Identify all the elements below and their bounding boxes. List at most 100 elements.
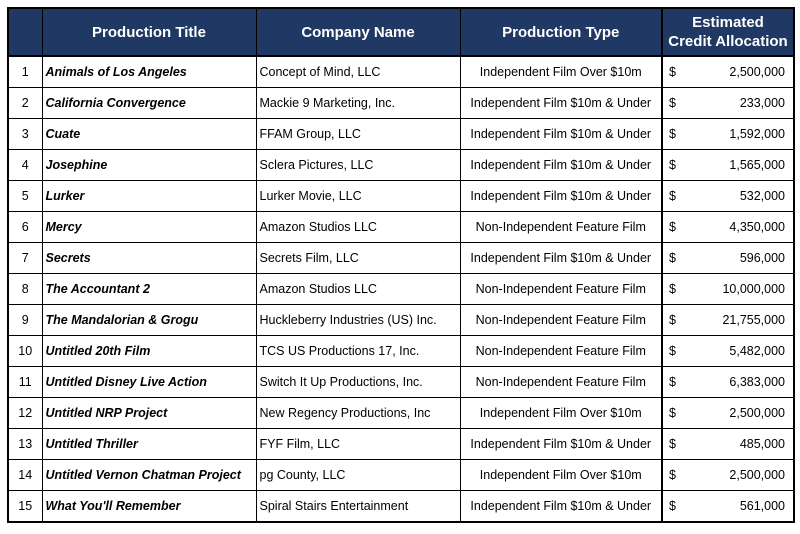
header-production-title: Production Title	[41, 7, 257, 57]
header-credit-line1: Estimated	[692, 14, 764, 31]
table-row: 14 Untitled Vernon Chatman Project pg Co…	[7, 459, 795, 491]
production-title: Mercy	[41, 211, 257, 243]
row-number: 4	[7, 149, 43, 181]
row-number: 8	[7, 273, 43, 305]
table-row: 9 The Mandalorian & Grogu Huckleberry In…	[7, 304, 795, 336]
row-number: 12	[7, 397, 43, 429]
production-title: Lurker	[41, 180, 257, 212]
production-type: Non-Independent Feature Film	[459, 366, 663, 398]
production-type: Non-Independent Feature Film	[459, 304, 663, 336]
credit-allocation: $ 561,000	[661, 490, 795, 523]
company-name: pg County, LLC	[255, 459, 461, 491]
company-name: Spiral Stairs Entertainment	[255, 490, 461, 523]
credit-allocation: $ 596,000	[661, 242, 795, 274]
company-name: Concept of Mind, LLC	[255, 55, 461, 88]
credit-allocation-inner: $ 596,000	[669, 251, 785, 265]
credit-allocation-inner: $ 6,383,000	[669, 375, 785, 389]
production-title: Untitled Vernon Chatman Project	[41, 459, 257, 491]
currency-symbol: $	[669, 406, 676, 420]
production-type: Independent Film $10m & Under	[459, 242, 663, 274]
header-company-name: Company Name	[255, 7, 461, 57]
credit-allocation-inner: $ 2,500,000	[669, 406, 785, 420]
company-name: New Regency Productions, Inc	[255, 397, 461, 429]
currency-symbol: $	[669, 189, 676, 203]
credit-allocation: $ 4,350,000	[661, 211, 795, 243]
credit-allocation-inner: $ 1,592,000	[669, 127, 785, 141]
credit-allocation: $ 21,755,000	[661, 304, 795, 336]
credit-amount: 485,000	[739, 437, 785, 451]
header-estimated-credit: Estimated Credit Allocation	[661, 7, 795, 57]
production-credit-table: Production Title Company Name Production…	[7, 7, 795, 523]
company-name: Lurker Movie, LLC	[255, 180, 461, 212]
company-name: Huckleberry Industries (US) Inc.	[255, 304, 461, 336]
credit-allocation: $ 6,383,000	[661, 366, 795, 398]
row-number: 9	[7, 304, 43, 336]
production-title: California Convergence	[41, 87, 257, 119]
currency-symbol: $	[669, 96, 676, 110]
production-title: Animals of Los Angeles	[41, 55, 257, 88]
production-type: Independent Film $10m & Under	[459, 87, 663, 119]
company-name: FYF Film, LLC	[255, 428, 461, 460]
currency-symbol: $	[669, 251, 676, 265]
credit-allocation-inner: $ 2,500,000	[669, 65, 785, 79]
credit-allocation-inner: $ 21,755,000	[669, 313, 785, 327]
credit-amount: 233,000	[739, 96, 785, 110]
production-type: Independent Film Over $10m	[459, 55, 663, 88]
credit-allocation: $ 2,500,000	[661, 397, 795, 429]
credit-allocation: $ 1,592,000	[661, 118, 795, 150]
row-number: 13	[7, 428, 43, 460]
production-type: Independent Film $10m & Under	[459, 180, 663, 212]
credit-allocation: $ 1,565,000	[661, 149, 795, 181]
credit-allocation-inner: $ 1,565,000	[669, 158, 785, 172]
currency-symbol: $	[669, 282, 676, 296]
company-name: Secrets Film, LLC	[255, 242, 461, 274]
currency-symbol: $	[669, 220, 676, 234]
credit-allocation: $ 485,000	[661, 428, 795, 460]
production-title: The Mandalorian & Grogu	[41, 304, 257, 336]
company-name: Sclera Pictures, LLC	[255, 149, 461, 181]
header-number-cell	[7, 7, 43, 57]
currency-symbol: $	[669, 437, 676, 451]
row-number: 3	[7, 118, 43, 150]
table-row: 6 Mercy Amazon Studios LLC Non-Independe…	[7, 211, 795, 243]
table-row: 2 California Convergence Mackie 9 Market…	[7, 87, 795, 119]
credit-amount: 2,500,000	[729, 406, 785, 420]
header-credit-line2: Credit Allocation	[668, 33, 788, 50]
production-type: Independent Film $10m & Under	[459, 149, 663, 181]
production-title: Untitled 20th Film	[41, 335, 257, 367]
table-row: 3 Cuate FFAM Group, LLC Independent Film…	[7, 118, 795, 150]
company-name: Mackie 9 Marketing, Inc.	[255, 87, 461, 119]
production-title: Untitled Thriller	[41, 428, 257, 460]
credit-allocation-inner: $ 5,482,000	[669, 344, 785, 358]
currency-symbol: $	[669, 499, 676, 513]
currency-symbol: $	[669, 127, 676, 141]
row-number: 14	[7, 459, 43, 491]
production-type: Independent Film $10m & Under	[459, 118, 663, 150]
row-number: 15	[7, 490, 43, 523]
table-row: 12 Untitled NRP Project New Regency Prod…	[7, 397, 795, 429]
row-number: 2	[7, 87, 43, 119]
table-row: 4 Josephine Sclera Pictures, LLC Indepen…	[7, 149, 795, 181]
company-name: Amazon Studios LLC	[255, 273, 461, 305]
production-type: Non-Independent Feature Film	[459, 211, 663, 243]
company-name: Switch It Up Productions, Inc.	[255, 366, 461, 398]
table-row: 7 Secrets Secrets Film, LLC Independent …	[7, 242, 795, 274]
production-title: Secrets	[41, 242, 257, 274]
row-number: 7	[7, 242, 43, 274]
credit-amount: 21,755,000	[722, 313, 785, 327]
row-number: 1	[7, 55, 43, 88]
company-name: Amazon Studios LLC	[255, 211, 461, 243]
credit-allocation-inner: $ 561,000	[669, 499, 785, 513]
credit-amount: 1,565,000	[729, 158, 785, 172]
production-title: Cuate	[41, 118, 257, 150]
credit-allocation-inner: $ 2,500,000	[669, 468, 785, 482]
company-name: TCS US Productions 17, Inc.	[255, 335, 461, 367]
row-number: 10	[7, 335, 43, 367]
credit-allocation-inner: $ 485,000	[669, 437, 785, 451]
credit-allocation-inner: $ 10,000,000	[669, 282, 785, 296]
credit-amount: 6,383,000	[729, 375, 785, 389]
credit-allocation-inner: $ 4,350,000	[669, 220, 785, 234]
credit-amount: 596,000	[739, 251, 785, 265]
production-type: Independent Film $10m & Under	[459, 428, 663, 460]
production-title: Untitled Disney Live Action	[41, 366, 257, 398]
